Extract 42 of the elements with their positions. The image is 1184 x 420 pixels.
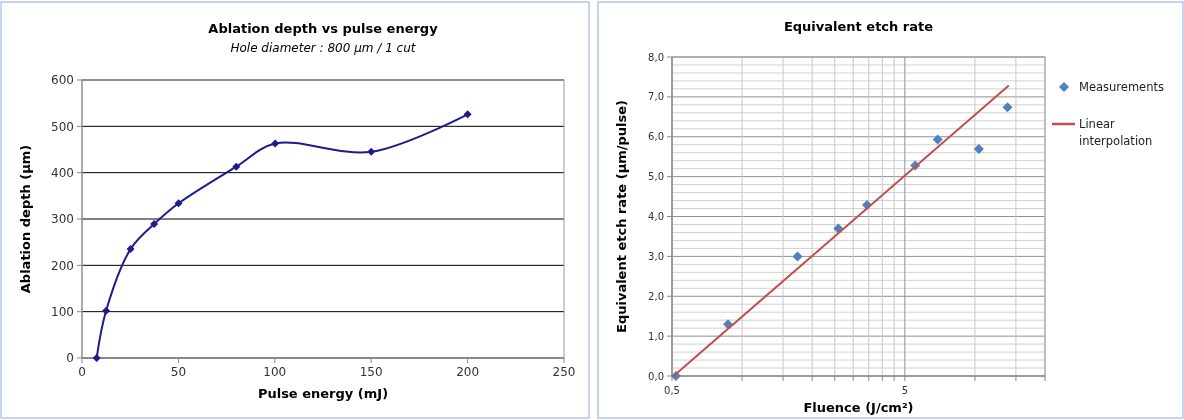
y-axis-title: Equivalent etch rate (µm/pulse): [614, 100, 629, 333]
x-tick-label: 0: [78, 365, 86, 379]
y-axis-title: Ablation depth (µm): [18, 144, 33, 294]
chart-title: Ablation depth vs pulse energy: [208, 21, 439, 36]
y-tick-label: 3,0: [648, 250, 664, 262]
chart-title: Equivalent etch rate: [783, 19, 934, 34]
x-tick-label: 0,5: [664, 385, 680, 396]
y-tick-label: 500: [51, 119, 74, 134]
y-tick-label: 300: [51, 212, 74, 227]
x-axis-title: Pulse energy (mJ): [257, 386, 389, 401]
y-tick-label: 4,0: [648, 211, 664, 222]
point: [271, 139, 280, 148]
x-tick-label: 50: [170, 365, 187, 379]
y-tick-label: 1,0: [648, 330, 664, 342]
point: [232, 162, 241, 171]
legend-label: Linear interpolation: [1079, 117, 1153, 149]
point: [150, 220, 159, 229]
x-tick-label: 250: [552, 365, 576, 379]
x-tick-label: 5: [901, 385, 909, 396]
y-tick-label: 0,0: [648, 370, 664, 382]
y-tick-label: 6,0: [648, 131, 664, 143]
point: [367, 147, 376, 156]
y-tick-label: 2,0: [648, 290, 664, 302]
point: [126, 245, 135, 254]
x-axis-title: Fluence (J/cm²): [803, 400, 914, 415]
y-tick-label: 5,0: [648, 171, 664, 183]
x-tick-label: 100: [263, 365, 287, 379]
y-tick-label: 0: [66, 351, 74, 366]
x-tick-label: 150: [359, 365, 383, 379]
y-tick-label: 400: [51, 165, 74, 180]
x-tick-label: 200: [456, 365, 480, 379]
legend-label: Measurements: [1079, 80, 1164, 95]
chart-subtitle: Hole diameter : 800 µm / 1 cut: [230, 41, 417, 55]
y-tick-label: 7,0: [648, 91, 664, 103]
y-tick-label: 600: [51, 73, 74, 88]
y-tick-label: 8,0: [648, 51, 664, 63]
point: [92, 354, 101, 362]
y-tick-label: 100: [51, 304, 74, 319]
point: [463, 110, 472, 119]
y-tick-label: 200: [51, 258, 74, 273]
point: [102, 306, 111, 315]
point: [174, 199, 183, 208]
